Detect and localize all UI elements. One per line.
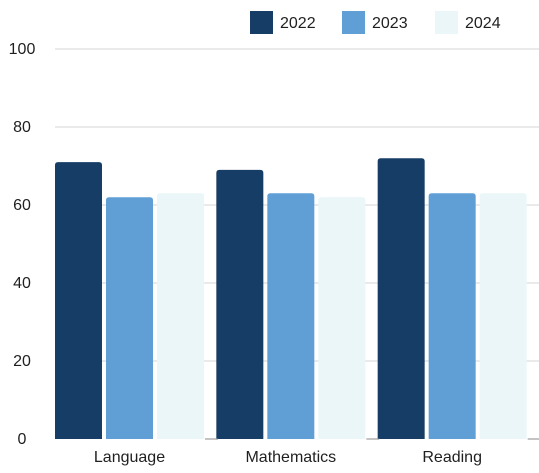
y-tick-label: 40	[13, 275, 31, 292]
legend-swatch-2022	[250, 11, 273, 34]
legend: 2022 2023 2024	[250, 11, 501, 34]
legend-swatch-2024	[435, 11, 458, 34]
bar-2023-reading[interactable]	[428, 193, 476, 439]
bar-2022-language[interactable]	[55, 162, 102, 439]
bars	[55, 158, 527, 439]
x-category-label: Language	[94, 449, 165, 466]
x-category-label: Reading	[422, 449, 482, 466]
legend-label: 2024	[465, 15, 501, 32]
legend-swatch-2023	[342, 11, 365, 34]
bar-2022-mathematics[interactable]	[216, 169, 264, 439]
y-tick-label: 80	[13, 119, 31, 136]
legend-label: 2023	[372, 15, 408, 32]
y-tick-label: 60	[13, 197, 31, 214]
axes: 0 20 40 60 80 100 Language Mathematics Reading	[9, 41, 539, 466]
y-tick-label: 20	[13, 353, 31, 370]
bar-2023-mathematics[interactable]	[267, 193, 315, 439]
bar-2024-reading[interactable]	[479, 193, 527, 439]
bar-2022-reading[interactable]	[377, 158, 425, 439]
bar-2024-mathematics[interactable]	[318, 197, 366, 439]
y-tick-label: 100	[9, 41, 36, 58]
bar-2023-language[interactable]	[106, 197, 153, 439]
x-category-label: Mathematics	[245, 449, 336, 466]
legend-label: 2022	[280, 15, 316, 32]
bar-2024-language[interactable]	[157, 193, 204, 439]
y-tick-label: 0	[18, 431, 27, 448]
